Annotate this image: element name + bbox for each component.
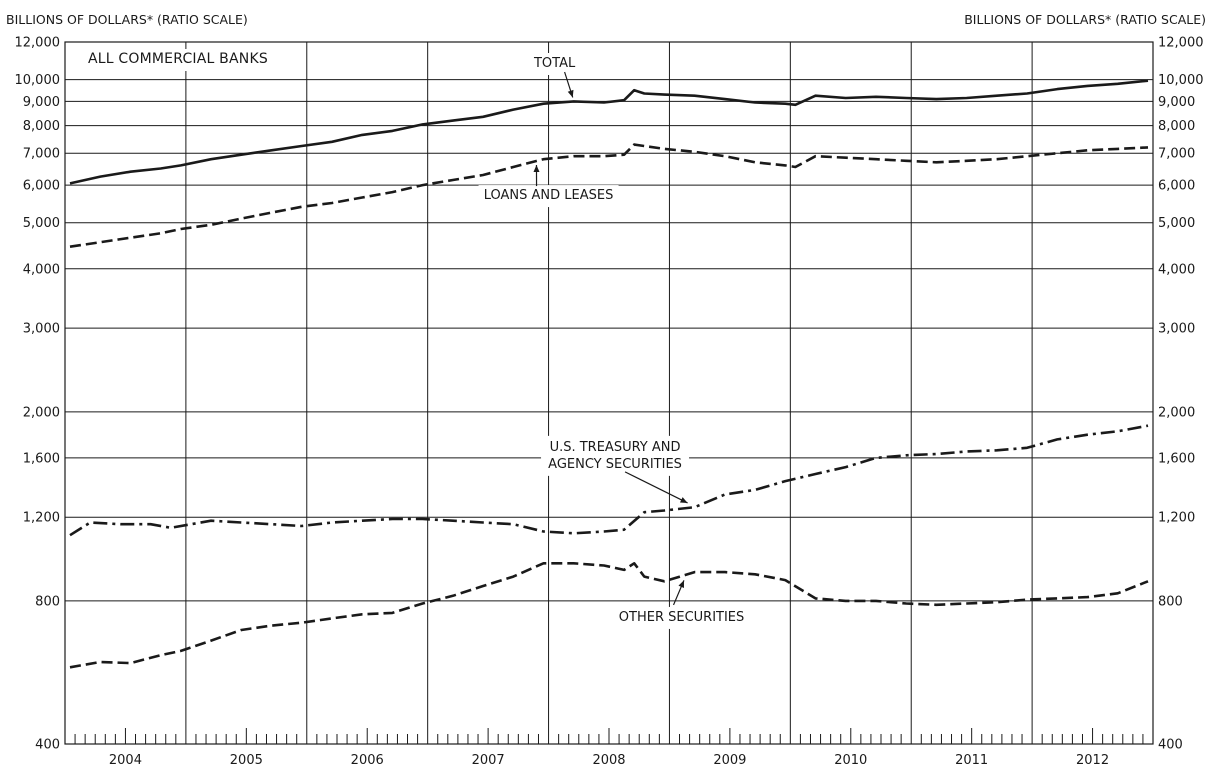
- series-label-treasury: U.S. TREASURY AND: [550, 440, 681, 455]
- y-tick-label-left: 4,000: [23, 262, 60, 277]
- y-axis-label-right: BILLIONS OF DOLLARS* (RATIO SCALE): [964, 12, 1206, 27]
- plot-frame: [64, 41, 1154, 745]
- axis-layer: 400 400 800 800 1,200 1,200 1,600 1,600 2,000 2,0…: [15, 36, 1204, 768]
- label-layer: ALL COMMERCIAL BANKS TOTAL LOANS AND LEASE…: [82, 49, 752, 629]
- y-tick-label-right: 400: [1158, 738, 1183, 753]
- series-label-total-bg: [528, 53, 581, 75]
- y-tick-label-right: 1,200: [1158, 511, 1195, 526]
- series-total-line: [69, 79, 1149, 185]
- series-label-treasury: AGENCY SECURITIES: [548, 457, 682, 472]
- y-tick-label-right: 8,000: [1158, 119, 1195, 134]
- series-label-loans-bg: [478, 185, 619, 208]
- y-tick-label-right: 7,000: [1158, 147, 1195, 162]
- y-tick-label-right: 9,000: [1158, 95, 1195, 110]
- series-other-securities-line: [69, 562, 1149, 669]
- x-tick-label: 2006: [351, 753, 384, 768]
- y-tick-label-right: 10,000: [1158, 73, 1204, 88]
- y-tick-label-right: 5,000: [1158, 216, 1195, 231]
- y-tick-label-right: 800: [1158, 594, 1183, 609]
- y-tick-label-left: 8,000: [23, 119, 60, 134]
- series-label-loans-arrowhead: [533, 165, 540, 173]
- y-tick-label-left: 10,000: [15, 73, 61, 88]
- y-tick-label-left: 6,000: [23, 179, 60, 194]
- y-tick-label-right: 3,000: [1158, 322, 1195, 337]
- series-label-other: OTHER SECURITIES: [619, 610, 745, 625]
- series-label-treasury-group: U.S. TREASURY AND AGENCY SECURITIES: [541, 435, 690, 476]
- series-label-treasury-arrowhead: [679, 497, 688, 503]
- x-tick-label: 2005: [230, 753, 263, 768]
- x-tick-label: 2007: [472, 753, 505, 768]
- series-layer: [69, 79, 1149, 669]
- y-tick-label-left: 1,600: [23, 451, 60, 466]
- y-tick-label-left: 2,000: [23, 405, 60, 420]
- y-tick-label-left: 400: [35, 738, 60, 753]
- x-tick-label: 2008: [592, 753, 625, 768]
- series-label-loans-group: LOANS AND LEASES: [478, 185, 619, 208]
- panel-title-group: ALL COMMERCIAL BANKS: [82, 49, 268, 71]
- series-label-treasury-bg: [541, 435, 690, 476]
- y-tick-label-left: 7,000: [23, 147, 60, 162]
- y-tick-label-left: 3,000: [23, 322, 60, 337]
- series-label-total: TOTAL: [533, 56, 576, 71]
- x-tick-label: 2012: [1076, 753, 1109, 768]
- series-loans-leases-line: [69, 143, 1149, 248]
- x-tick-label: 2011: [955, 753, 988, 768]
- y-tick-label-left: 9,000: [23, 95, 60, 110]
- y-tick-label-right: 12,000: [1158, 36, 1204, 51]
- series-label-loans: LOANS AND LEASES: [484, 188, 614, 203]
- grid-layer: [65, 42, 1153, 744]
- series-label-other-bg: [611, 606, 752, 629]
- series-label-treasury-pointer: [624, 471, 688, 504]
- y-tick-label-right: 1,600: [1158, 451, 1195, 466]
- series-label-other-arrowhead: [678, 580, 684, 588]
- panel-title-bg: [82, 49, 266, 71]
- series-label-total-group: TOTAL: [528, 53, 581, 75]
- y-tick-label-right: 6,000: [1158, 179, 1195, 194]
- panel-title: ALL COMMERCIAL BANKS: [88, 51, 268, 67]
- y-axis-label-left: BILLIONS OF DOLLARS* (RATIO SCALE): [6, 12, 248, 27]
- y-tick-label-right: 4,000: [1158, 262, 1195, 277]
- x-tick-label: 2010: [834, 753, 867, 768]
- y-tick-label-left: 1,200: [23, 511, 60, 526]
- y-tick-label-left: 12,000: [15, 36, 61, 51]
- y-tick-label-left: 800: [35, 594, 60, 609]
- y-tick-label-right: 2,000: [1158, 405, 1195, 420]
- x-tick-label: 2004: [109, 753, 142, 768]
- x-tick-label: 2009: [713, 753, 746, 768]
- series-label-total-arrowhead: [567, 89, 574, 98]
- y-tick-label-left: 5,000: [23, 216, 60, 231]
- series-treasury-agency-line: [69, 424, 1149, 537]
- series-label-other-group: OTHER SECURITIES: [611, 606, 752, 629]
